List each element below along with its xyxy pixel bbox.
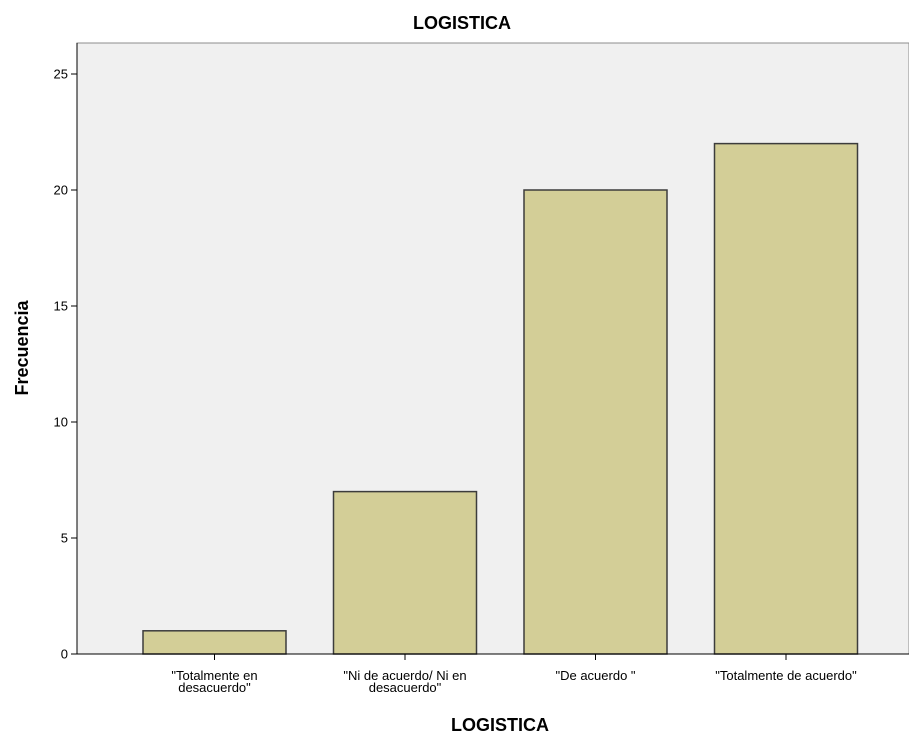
y-tick-label: 0 (61, 647, 68, 662)
bar (523, 189, 668, 655)
y-tick-label: 10 (54, 415, 68, 430)
x-tick-label: "Ni de acuerdo/ Ni en desacuerdo" (343, 668, 466, 695)
x-tick-label-line: desacuerdo" (178, 680, 251, 695)
bar (142, 630, 287, 655)
x-tick-label-line: "Ni de acuerdo/ Ni en (343, 668, 466, 683)
x-tick-label-line: desacuerdo" (369, 680, 442, 695)
x-tick-label-line: "Totalmente de acuerdo" (715, 668, 857, 683)
x-tick-label-line: "Totalmente en (171, 668, 257, 683)
y-tick-label: 20 (54, 183, 68, 198)
bar (713, 142, 859, 655)
x-tick-label-line: "De acuerdo " (555, 668, 635, 683)
y-tick-label: 5 (61, 531, 68, 546)
bar (332, 490, 478, 655)
y-tick-label: 25 (54, 67, 68, 82)
x-tick-label: "Totalmente en desacuerdo" (171, 668, 257, 695)
x-tick-label: "Totalmente de acuerdo" (715, 668, 857, 683)
y-axis-label: Frecuencia (12, 299, 32, 395)
x-axis-label: LOGISTICA (451, 715, 549, 735)
chart-title: LOGISTICA (413, 13, 511, 33)
x-tick-label: "De acuerdo " (555, 668, 635, 683)
y-tick-label: 15 (54, 299, 68, 314)
y-ticks-layer: 0 5 10 15 20 25 (54, 67, 77, 662)
x-ticks-layer: "Totalmente en desacuerdo""Ni de acuerdo/… (171, 654, 857, 695)
bars-layer (142, 142, 859, 655)
